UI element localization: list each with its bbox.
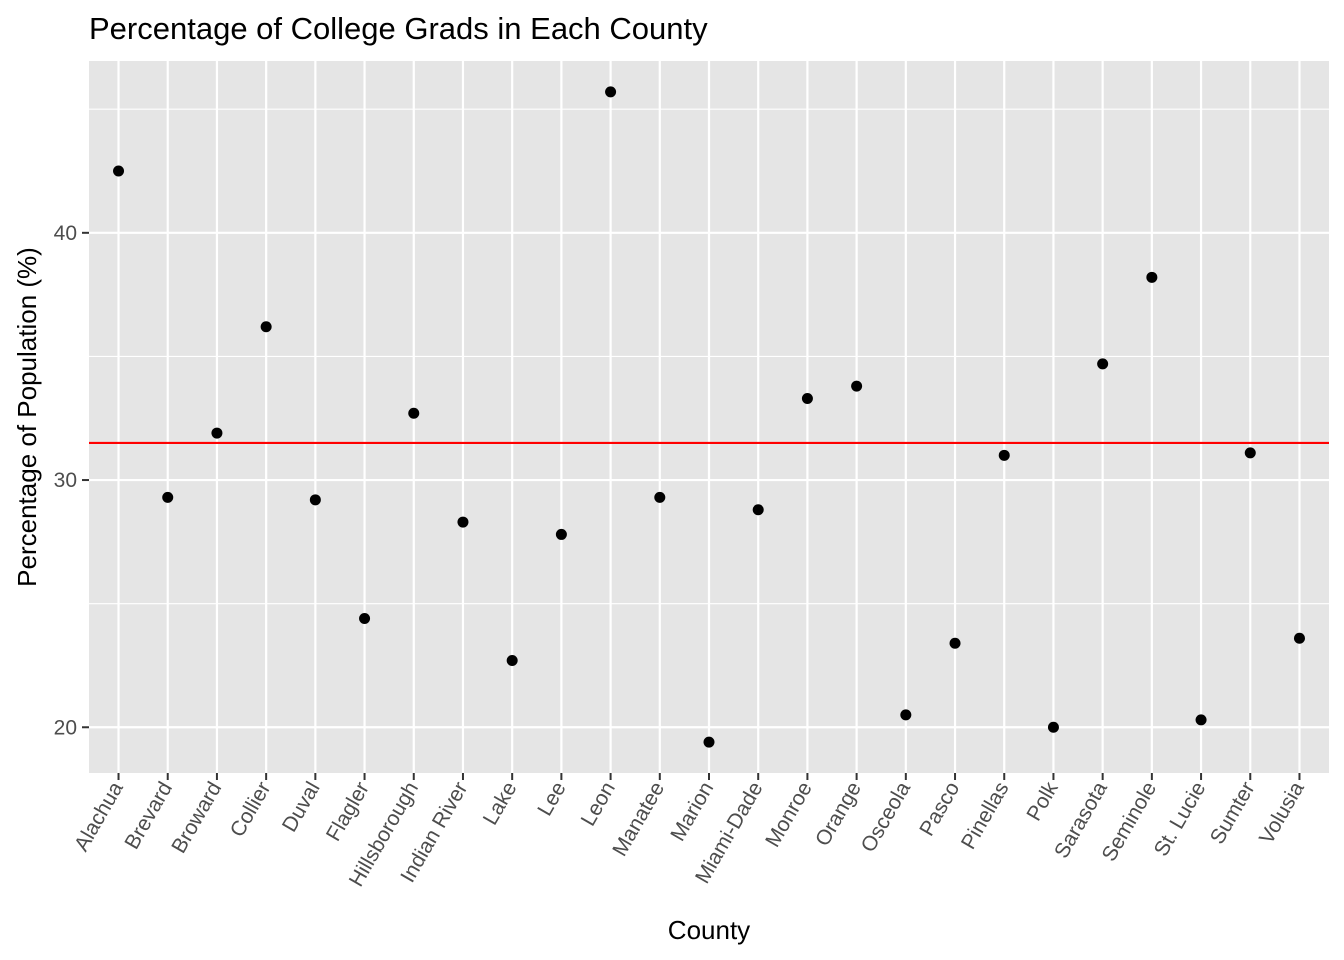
x-axis-title: County — [668, 915, 750, 945]
y-tick-label: 40 — [54, 222, 77, 245]
data-point — [1047, 721, 1059, 733]
data-point — [752, 504, 764, 516]
data-point — [851, 380, 863, 392]
data-point — [113, 165, 125, 177]
data-point — [949, 637, 961, 649]
data-point — [1195, 714, 1207, 726]
data-point — [408, 407, 420, 419]
data-point — [309, 494, 321, 506]
data-point — [1146, 271, 1158, 283]
y-tick-label: 30 — [54, 469, 77, 492]
y-axis-title: Percentage of Population (%) — [12, 247, 42, 587]
data-point — [703, 736, 715, 748]
data-point — [654, 491, 666, 503]
data-point — [1244, 447, 1256, 459]
data-point — [506, 655, 518, 667]
data-point — [1097, 358, 1109, 370]
data-point — [211, 427, 223, 439]
data-point — [801, 392, 813, 404]
data-point — [359, 612, 371, 624]
y-axis: 20 30 40 — [54, 222, 89, 739]
chart-title: Percentage of College Grads in Each Coun… — [89, 11, 708, 46]
data-points — [113, 86, 1305, 748]
data-point — [162, 491, 174, 503]
data-point — [1293, 632, 1305, 644]
data-point — [998, 449, 1010, 461]
data-point — [900, 709, 912, 721]
y-tick-label: 20 — [54, 716, 77, 739]
data-point — [555, 528, 567, 540]
grid-major — [89, 61, 1329, 773]
data-point — [260, 321, 272, 333]
data-point — [457, 516, 469, 528]
data-point — [605, 86, 617, 98]
